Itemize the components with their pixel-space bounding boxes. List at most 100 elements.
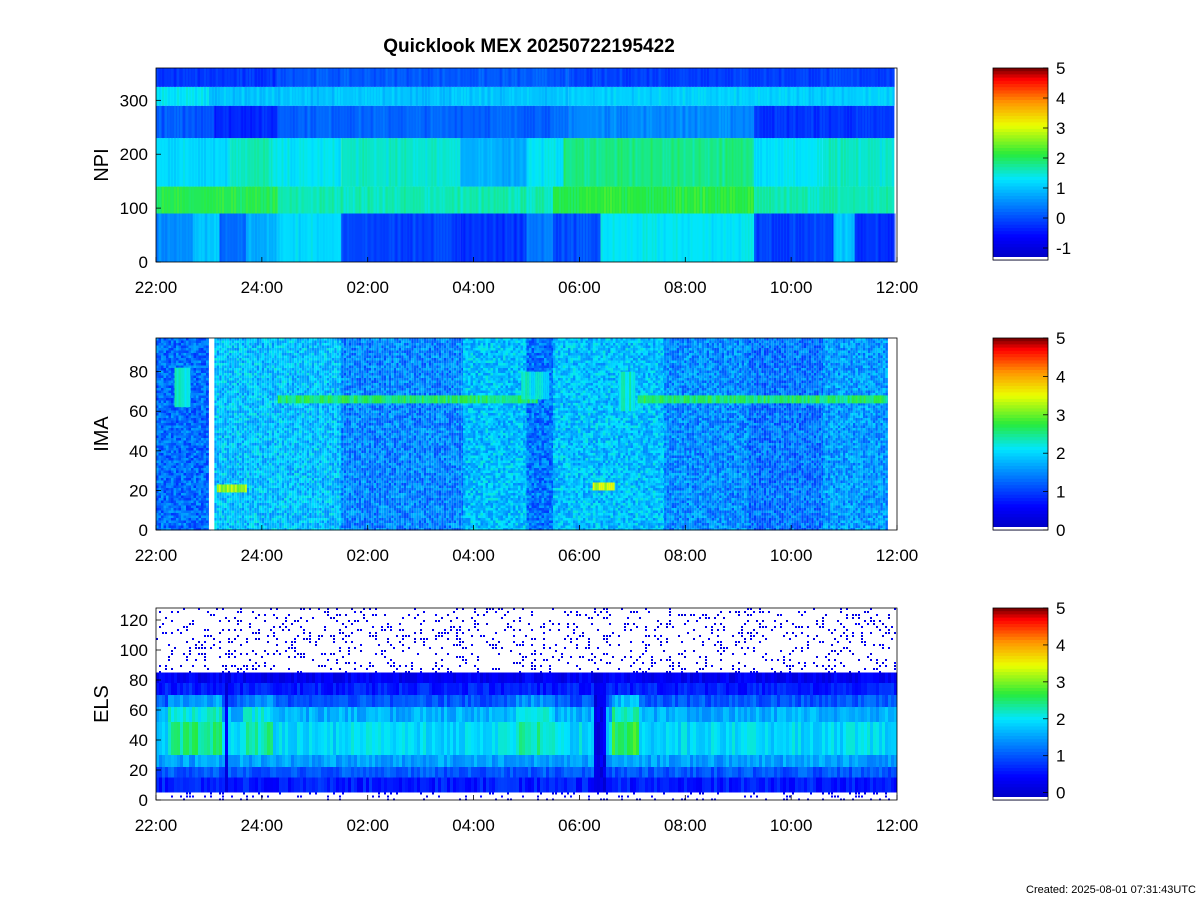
ima-cell [164,461,167,464]
ima-cell [232,443,235,446]
ima-cell [254,446,257,449]
npi-stripe [413,138,415,187]
ima-cell [224,431,227,434]
ima-cell [206,423,209,426]
ima-cell [159,418,162,421]
colorbar-swatch [993,196,1048,200]
npi-stripe [305,106,307,138]
ima-cell [169,438,172,441]
npi-stripe [165,214,167,263]
ima-cell [174,498,177,501]
ima-cell [201,351,204,354]
npi-stripe [509,87,511,106]
ima-cell [224,511,227,514]
ima-cell [181,481,184,484]
ima-cell [227,393,230,396]
npi-stripe [359,187,361,214]
ima-cell [214,456,217,459]
ima-cell [232,466,235,469]
ima-cell [179,461,182,464]
npi-stripe [472,214,474,263]
ima-cell [191,433,194,436]
ima-cell [229,408,232,411]
npi-stripe [515,187,517,214]
npi-stripe [264,187,266,214]
ima-cell [219,436,222,439]
ima-cell [234,516,237,519]
ima-cell [181,351,184,354]
ima-cell [254,451,257,454]
ima-cell [181,433,184,436]
npi-stripe [656,68,658,87]
npi-stripe [679,214,681,263]
npi-stripe [521,87,523,106]
ima-cell [166,383,169,386]
ima-cell [239,446,242,449]
npi-stripe [760,106,762,138]
npi-stripe [536,68,538,87]
ima-cell [227,361,230,364]
ima-cell [224,481,227,484]
npi-stripe [848,87,850,106]
ima-cell [259,388,262,391]
npi-stripe [587,87,589,106]
ima-cell [219,456,222,459]
npi-stripe [763,138,765,187]
ima-cell [169,373,172,376]
ima-cell [196,458,199,461]
npi-stripe [201,138,203,187]
npi-stripe [270,214,272,263]
ima-cell [189,486,192,489]
ima-cell [252,496,255,499]
npi-stripe [586,214,588,263]
npi-stripe [635,87,637,106]
ima-cell [199,483,202,486]
ima-cell [191,353,194,356]
ima-cell [189,473,192,476]
ima-cell [166,348,169,351]
ima-cell [252,436,255,439]
ima-cell [229,406,232,409]
npi-stripe [880,138,882,187]
npi-stripe [380,138,382,187]
ima-cell [242,426,245,429]
ima-cell [199,428,202,431]
ima-cell [259,383,262,386]
ima-cell [171,503,174,506]
npi-stripe [707,87,709,106]
ima-cell [229,386,232,389]
npi-stripe [871,138,873,187]
ima-cell [224,351,227,354]
ima-cell [204,353,207,356]
ima-cell [224,436,227,439]
ima-cell [217,451,220,454]
ima-cell [252,508,255,511]
ima-cell [186,513,189,516]
ima-cell [224,526,227,529]
ima-cell [184,346,187,349]
ima-cell [259,391,262,394]
ima-cell [206,443,209,446]
ima-cell [184,341,187,344]
ima-cell [181,521,184,524]
ima-cell [247,366,250,369]
npi-stripe [410,87,412,106]
ima-cell [174,353,177,356]
ima-cell [252,406,255,409]
ima-cell [181,421,184,424]
ima-cell [166,436,169,439]
ima-cell [229,471,232,474]
colorbar-swatch [993,212,1048,216]
ima-cell [217,421,220,424]
ima-cell [219,426,222,429]
npi-stripe [680,87,682,106]
npi-stripe [551,68,553,87]
ima-cell [222,348,225,351]
ima-cell [214,493,217,496]
ima-cell [174,451,177,454]
ima-cell [164,408,167,411]
ima-cell [196,466,199,469]
x-tick-label: 22:00 [135,278,178,297]
npi-stripe [874,187,876,214]
npi-stripe [329,68,331,87]
